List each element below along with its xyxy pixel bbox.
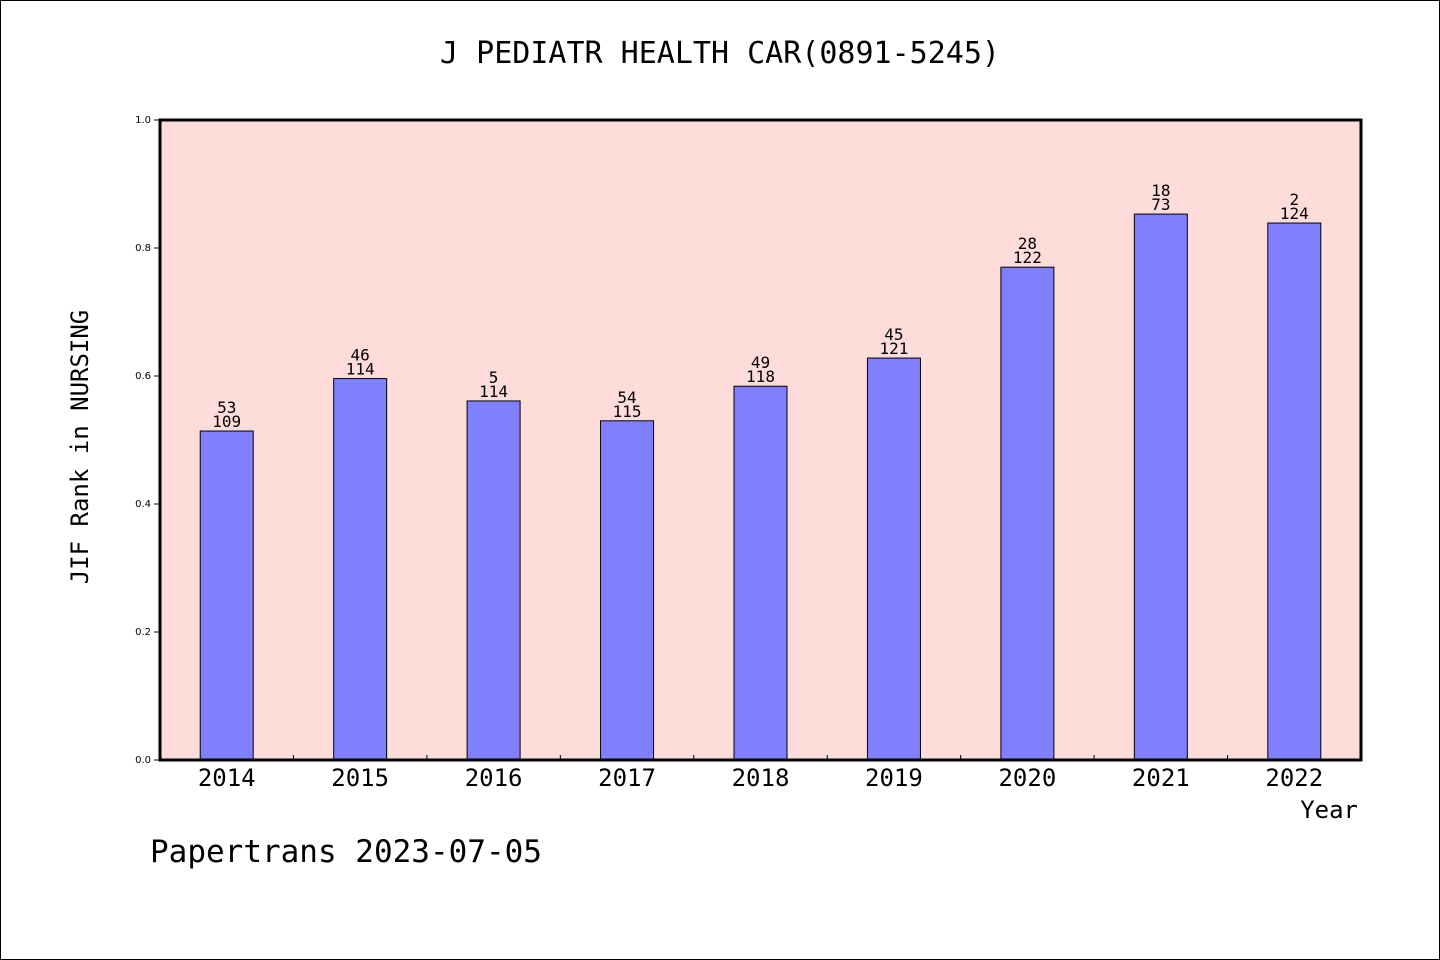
bar-total-label: 114 <box>479 382 508 401</box>
x-tick-label: 2021 <box>1132 764 1190 792</box>
bar-rank-label: 54 <box>617 388 636 407</box>
bar-total-label: 115 <box>613 402 642 421</box>
bar-2022 <box>1267 222 1322 761</box>
bar-total-label: 122 <box>1013 248 1042 267</box>
x-axis-label: Year <box>1300 796 1358 824</box>
bar-2021 <box>1133 213 1188 761</box>
bar-2015 <box>333 378 388 761</box>
y-tick-label: 0.4 <box>135 499 151 510</box>
y-tick-label: 0.2 <box>135 627 151 638</box>
y-tick-label: 0.0 <box>135 755 151 766</box>
y-tick-label: 0.8 <box>135 243 151 254</box>
plot-border <box>158 118 1363 762</box>
x-tick-label: 2020 <box>998 764 1056 792</box>
bar-2016 <box>466 400 521 761</box>
bar-total-label: 73 <box>1151 195 1170 214</box>
bar-total-label: 109 <box>212 412 241 431</box>
bar-total-label: 124 <box>1280 204 1309 223</box>
bar-rank-label: 5 <box>489 368 499 387</box>
y-tick-label: 1.0 <box>135 115 151 126</box>
y-tick-label: 0.6 <box>135 371 151 382</box>
x-tick-label: 2017 <box>598 764 656 792</box>
bar-rank-label: 2 <box>1289 190 1299 209</box>
bar-2019 <box>866 357 921 761</box>
x-tick-label: 2014 <box>198 764 256 792</box>
bar-rank-label: 18 <box>1151 181 1170 200</box>
x-tick-label: 2016 <box>465 764 523 792</box>
bar-total-label: 114 <box>346 360 375 379</box>
bar-2017 <box>600 420 655 761</box>
x-tick-label: 2019 <box>865 764 923 792</box>
bar-total-label: 118 <box>746 367 775 386</box>
bar-2020 <box>1000 266 1055 761</box>
bar-rank-label: 46 <box>351 346 370 365</box>
bar-2014 <box>199 430 254 761</box>
bar-total-label: 121 <box>879 339 908 358</box>
x-tick-label: 2015 <box>331 764 389 792</box>
bar-rank-label: 45 <box>884 325 903 344</box>
x-tick-label: 2022 <box>1265 764 1323 792</box>
bar-rank-label: 49 <box>751 353 770 372</box>
chart-title: J PEDIATR HEALTH CAR(0891-5245) <box>440 36 1000 71</box>
bar-rank-label: 53 <box>217 398 236 417</box>
footer-watermark: Papertrans 2023-07-05 <box>150 834 542 870</box>
bar-rank-label: 28 <box>1018 234 1037 253</box>
bar-2018 <box>733 385 788 761</box>
x-tick-label: 2018 <box>732 764 790 792</box>
